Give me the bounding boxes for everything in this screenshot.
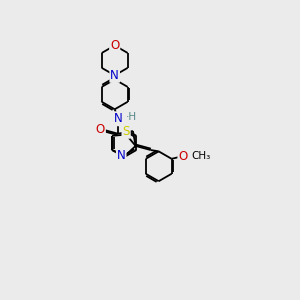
- Text: N: N: [110, 69, 119, 82]
- Text: S: S: [122, 125, 130, 138]
- Text: N: N: [114, 112, 122, 125]
- Text: CH₃: CH₃: [192, 151, 211, 161]
- Text: ·H: ·H: [126, 112, 137, 122]
- Text: O: O: [110, 39, 119, 52]
- Text: O: O: [178, 150, 188, 163]
- Text: O: O: [96, 123, 105, 136]
- Text: N: N: [117, 149, 126, 162]
